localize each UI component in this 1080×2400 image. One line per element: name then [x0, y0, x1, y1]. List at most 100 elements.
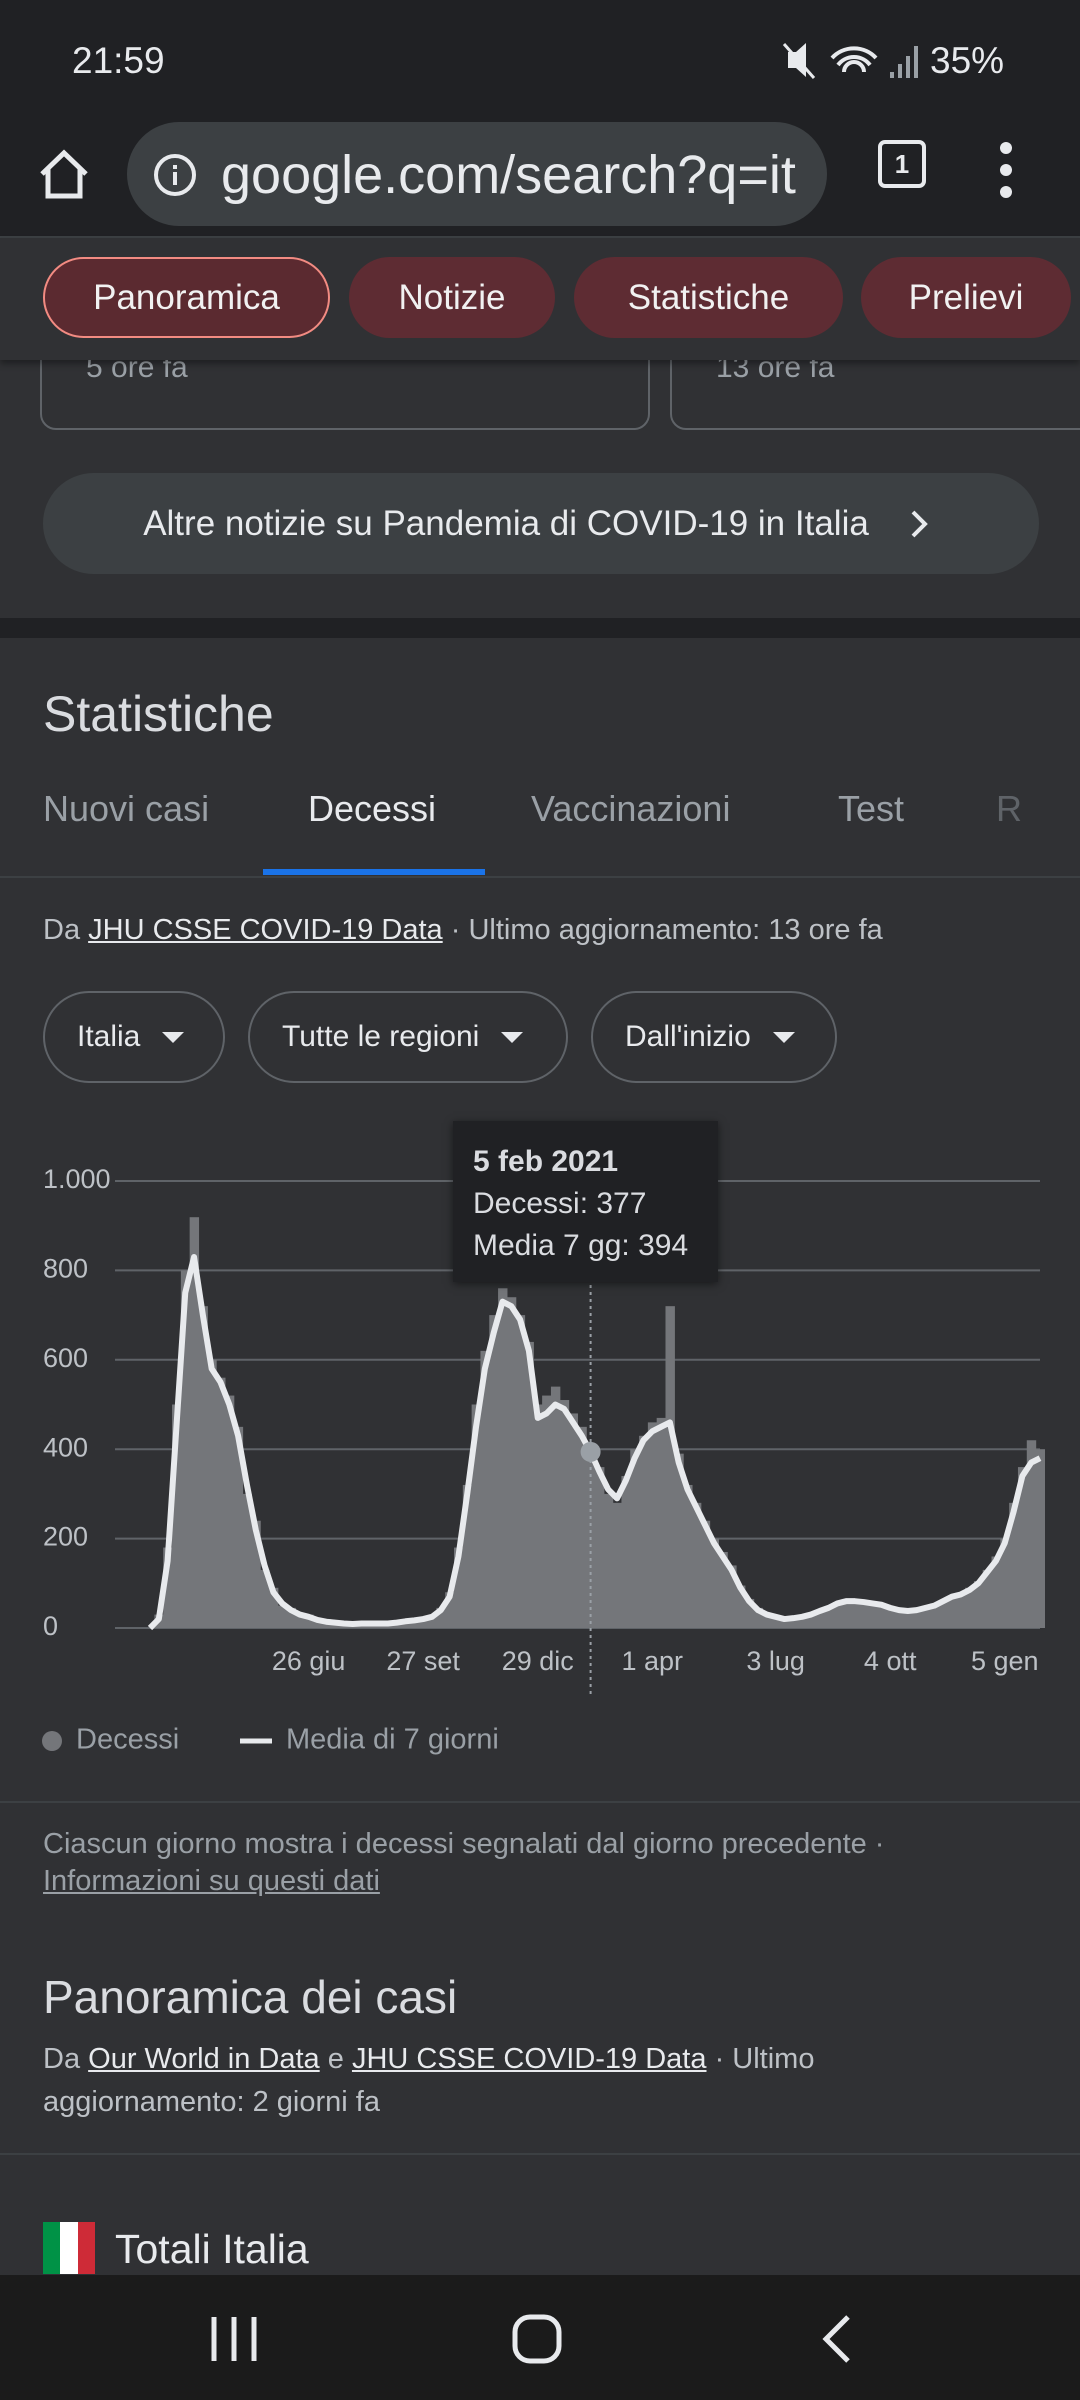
bar: [639, 1435, 649, 1628]
overview-source: Da Our World in Data e JHU CSSE COVID-19…: [43, 2038, 943, 2124]
status-bar: 21:59 35%: [0, 0, 1080, 116]
bar: [1035, 1449, 1046, 1628]
browser-bar: google.com/search?q=it 1: [0, 116, 1080, 238]
filter-dropdown[interactable]: Dall'inizio: [591, 991, 837, 1083]
menu-dot: [1000, 164, 1012, 176]
y-tick-label: 600: [43, 1343, 88, 1373]
bar: [286, 1607, 296, 1628]
bar: [454, 1547, 464, 1628]
tab[interactable]: Nuovi casi: [43, 788, 210, 829]
recents-button[interactable]: [211, 2317, 257, 2361]
bar: [788, 1617, 799, 1628]
bar: [207, 1359, 217, 1628]
bar: [868, 1602, 878, 1628]
bar: [445, 1592, 455, 1628]
bar: [859, 1601, 869, 1628]
source-suffix: · Ultimo aggiornamento: 13 ore fa: [450, 914, 883, 946]
bar: [938, 1600, 949, 1628]
bar: [198, 1306, 208, 1628]
bar: [824, 1606, 834, 1628]
chip[interactable]: Panoramica: [43, 257, 330, 338]
bar: [780, 1618, 790, 1628]
url: google.com/search?q=it: [221, 145, 796, 205]
bar: [1017, 1467, 1028, 1628]
chevron: [911, 510, 928, 537]
signal-icon: [890, 46, 918, 78]
bar: [876, 1603, 887, 1628]
more-news-button[interactable]: Altre notizie su Pandemia di COVID-19 in…: [43, 473, 1039, 574]
bar: [683, 1484, 693, 1628]
more-news-text: Altre notizie su Pandemia di COVID-19 in…: [143, 503, 869, 543]
tab[interactable]: Decessi: [308, 788, 437, 829]
bar: [771, 1615, 781, 1628]
bar: [1026, 1440, 1037, 1628]
filter-label: Italia: [77, 1020, 141, 1053]
divider: [0, 2153, 1080, 2155]
note-link[interactable]: Informazioni su questi dati: [43, 1865, 380, 1897]
filter-dropdown[interactable]: Italia: [43, 991, 225, 1083]
tab[interactable]: Vaccinazioni: [531, 788, 731, 829]
bar: [806, 1613, 816, 1628]
bar: [401, 1622, 411, 1628]
x-tick-label: 5 gen: [971, 1646, 1039, 1676]
tab[interactable]: R: [996, 788, 1022, 829]
x-tick-label: 4 ott: [864, 1646, 917, 1676]
wifi-icon: [830, 46, 878, 73]
average-line: [147, 1253, 1042, 1631]
menu-dot: [1000, 186, 1012, 198]
bar: [973, 1581, 984, 1628]
home-nav-button[interactable]: [512, 2314, 562, 2364]
menu-button[interactable]: [990, 136, 1026, 206]
tab-count[interactable]: 1: [878, 140, 926, 188]
filter-dropdown[interactable]: Tutte le regioni: [248, 991, 568, 1083]
bar: [832, 1602, 843, 1628]
chip[interactable]: Notizie: [349, 257, 555, 338]
section-title: Statistiche: [43, 686, 274, 742]
source-link[interactable]: Our World in Data: [88, 2043, 320, 2075]
bar: [462, 1484, 473, 1628]
back-button[interactable]: [822, 2315, 850, 2363]
home-button[interactable]: [36, 146, 92, 202]
tooltip: 5 feb 2021 Decessi: 377 Media 7 gg: 394: [453, 1121, 718, 1282]
totals-title: Totali Italia: [115, 2226, 309, 2272]
chip[interactable]: Statistiche: [574, 257, 843, 338]
section-separator: [0, 618, 1080, 638]
bar: [797, 1615, 808, 1628]
bar: [313, 1621, 323, 1628]
bar: [753, 1607, 764, 1628]
bar: [163, 1547, 173, 1628]
tab-indicator: [263, 869, 485, 875]
bar: [577, 1426, 587, 1628]
chip[interactable]: Prelievi: [861, 257, 1071, 338]
bar: [180, 1270, 191, 1628]
caret: [501, 1031, 524, 1043]
bar: [647, 1422, 658, 1628]
legend-label: Media di 7 giorni: [286, 1724, 499, 1756]
bar: [965, 1587, 975, 1628]
tab[interactable]: Test: [838, 788, 905, 829]
chart: 0 200 400 600 800 1.000 26 giu 27 set 29 dic 1 ap…: [42, 1124, 1046, 1756]
chip-bar: Panoramica Notizie Statistiche Prelievi: [0, 238, 1080, 360]
bar: [885, 1606, 896, 1628]
bar: [903, 1610, 913, 1628]
y-tick-label: 800: [43, 1254, 88, 1284]
y-tick-label: 400: [43, 1432, 88, 1462]
bar: [956, 1593, 966, 1628]
bar: [330, 1624, 341, 1628]
status-icons: [782, 43, 918, 79]
caret: [772, 1031, 795, 1043]
bar: [524, 1341, 534, 1628]
source-link[interactable]: JHU CSSE COVID-19 Data: [88, 914, 443, 946]
omnibox[interactable]: google.com/search?q=it: [127, 122, 827, 226]
divider: [0, 1801, 1080, 1803]
source-link[interactable]: JHU CSSE COVID-19 Data: [351, 2043, 707, 2075]
bar: [603, 1493, 614, 1628]
bar: [471, 1404, 482, 1628]
clock: 21:59: [72, 40, 165, 81]
y-tick-label: 1.000: [43, 1164, 111, 1194]
tooltip-line: Decessi: 377: [473, 1187, 647, 1220]
bar: [242, 1493, 252, 1628]
source-prefix: Da: [43, 914, 81, 946]
bar: [744, 1598, 755, 1628]
